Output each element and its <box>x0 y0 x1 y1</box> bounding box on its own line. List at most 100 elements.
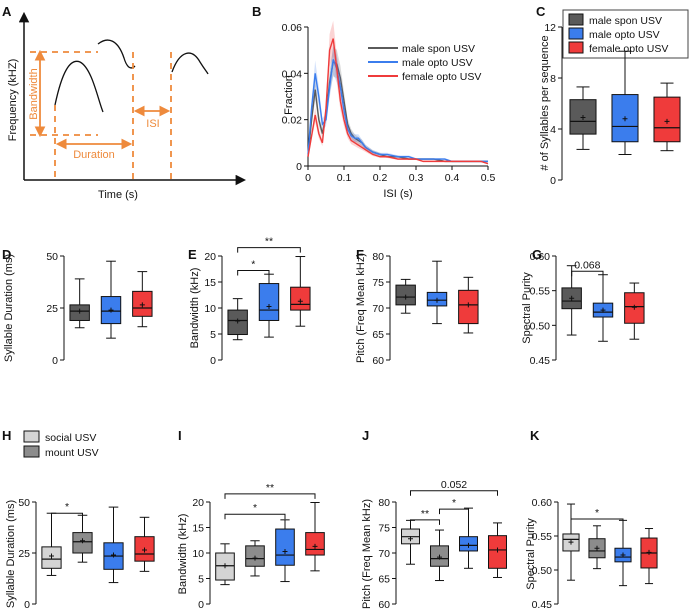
significance-bracket <box>570 518 624 524</box>
y-tick-label: 0 <box>550 175 556 187</box>
significance-bracket <box>51 512 83 519</box>
panel-label-j: J <box>362 428 369 443</box>
mean-marker <box>569 295 575 301</box>
syllable-curve-1 <box>54 60 104 113</box>
y-tick-label: 15 <box>204 277 216 289</box>
mean-marker <box>622 116 628 122</box>
y-axis-label: Fraction <box>283 75 295 115</box>
mean-marker <box>297 298 303 304</box>
y-tick-label: 0.60 <box>530 251 551 263</box>
legend-swatch-opto <box>568 27 584 40</box>
mean-marker <box>594 545 600 551</box>
y-tick-label: 80 <box>378 497 390 509</box>
significance-bracket <box>224 493 316 499</box>
y-tick-label: 0.04 <box>282 68 303 80</box>
mean-marker <box>266 303 272 309</box>
mean-marker <box>646 549 652 555</box>
y-axis-label: Spectral Purity <box>521 272 533 344</box>
series-line-2 <box>307 38 489 165</box>
panel-label-i: I <box>178 428 182 443</box>
panel-d-chart: D 0 25 50 Syllable Duration (ms) <box>2 247 153 367</box>
series-band <box>308 44 488 163</box>
y-axis-label: # of Syllables per sequence <box>539 35 551 170</box>
significance-label: 0.052 <box>441 479 467 491</box>
mean-marker <box>408 536 413 542</box>
box-female <box>305 532 325 556</box>
panel-f-chart: F 60 65 70 75 80 Pitch (Freq Mean kHz) <box>355 247 479 367</box>
panel-label-g: G <box>532 247 542 262</box>
legend-b-female: female opto USV <box>402 71 481 83</box>
mean-marker <box>139 302 145 308</box>
significance-label: ** <box>266 482 274 494</box>
significance-label: * <box>595 507 599 519</box>
schematic-xlabel: Time (s) <box>98 189 138 201</box>
significance-bracket <box>410 519 440 525</box>
y-tick-label: 0 <box>52 355 58 367</box>
y-tick-label: 5 <box>198 574 204 586</box>
y-axis-label: Bandwidth (kHz) <box>177 514 189 595</box>
y-tick-label: 65 <box>372 329 384 341</box>
mean-marker <box>49 553 54 559</box>
legend-c-female: female opto USV <box>589 43 668 55</box>
y-tick-label: 0.55 <box>532 531 553 543</box>
panel-label-a: A <box>2 4 12 19</box>
y-tick-label: 25 <box>18 548 30 560</box>
y-tick-label: 15 <box>192 523 204 535</box>
mean-marker <box>111 552 116 558</box>
y-tick-label: 0.50 <box>530 320 551 332</box>
y-tick-label: 70 <box>372 303 384 315</box>
significance-bracket <box>571 270 604 277</box>
significance-bracket <box>439 508 469 515</box>
y-tick-label: 0 <box>24 599 30 609</box>
mean-marker <box>631 304 637 310</box>
box-female <box>290 286 311 311</box>
panel-label-h: H <box>2 428 11 443</box>
bandwidth-label: Bandwidth <box>28 68 40 119</box>
mean-marker <box>80 538 85 544</box>
mean-marker <box>465 302 471 308</box>
y-tick-label: 0 <box>198 599 204 609</box>
y-tick-label: 4 <box>550 124 556 136</box>
significance-bracket <box>237 247 301 253</box>
y-axis-label: Bandwidth (kHz) <box>189 268 201 349</box>
mean-marker <box>108 307 114 313</box>
panel-label-c: C <box>536 4 546 19</box>
significance-bracket <box>224 513 286 520</box>
panel-label-k: K <box>530 428 540 443</box>
x-tick-label: 0 <box>305 172 311 184</box>
mean-marker <box>77 308 83 314</box>
schematic-ylabel: Frequency (kHZ) <box>7 59 19 142</box>
legend-swatch-social <box>23 430 40 443</box>
y-tick-label: 75 <box>378 523 390 535</box>
mean-marker <box>620 552 626 558</box>
panel-label-b: B <box>252 4 261 19</box>
mean-marker <box>403 294 409 300</box>
x-tick-label: 0.5 <box>481 172 496 184</box>
legend-c-opto: male opto USV <box>589 29 660 41</box>
mean-marker <box>282 548 288 554</box>
y-tick-label: 12 <box>544 22 556 34</box>
mean-marker <box>235 318 241 324</box>
panel-label-e: E <box>188 247 197 262</box>
y-tick-label: 0.45 <box>532 599 553 609</box>
x-tick-label: 0.4 <box>445 172 460 184</box>
legend-frame <box>562 9 689 59</box>
y-tick-label: 75 <box>372 277 384 289</box>
mean-marker <box>568 539 574 545</box>
significance-label: * <box>65 501 69 513</box>
y-tick-label: 0.45 <box>530 355 551 367</box>
legend-swatch-spon <box>568 13 584 26</box>
x-axis-label: ISI (s) <box>383 188 412 200</box>
mean-marker <box>466 542 471 548</box>
y-tick-label: 0.02 <box>282 115 303 127</box>
legend-b-spon: male spon USV <box>402 43 475 55</box>
y-tick-label: 25 <box>46 303 58 315</box>
mean-marker <box>252 555 258 561</box>
panel-h-legend: social USV mount USV <box>23 430 99 459</box>
y-tick-label: 0.06 <box>282 22 303 34</box>
y-axis-label: Syllable Duration (ms) <box>5 500 17 608</box>
significance-label: * <box>452 497 456 509</box>
legend-swatch-female <box>568 41 584 54</box>
mean-marker <box>142 547 147 553</box>
